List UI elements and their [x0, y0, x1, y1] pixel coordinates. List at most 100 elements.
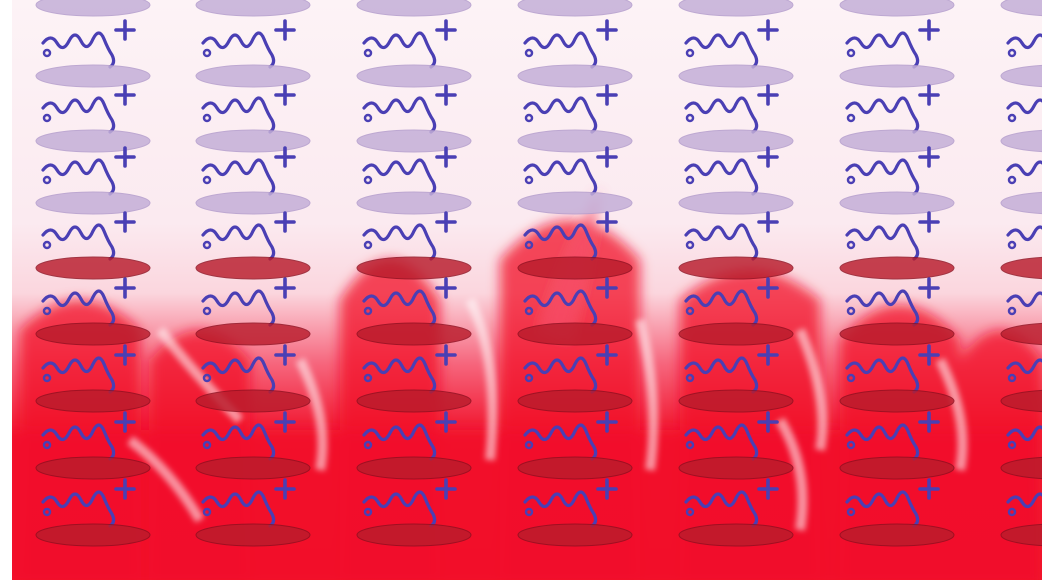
squiggle-plus-icon — [845, 411, 940, 461]
disk-ellipse-icon — [1000, 523, 1042, 547]
lattice-cell — [1000, 523, 1042, 547]
lattice-cell — [517, 456, 633, 528]
disk-ellipse-icon — [195, 322, 311, 346]
disk-ellipse-icon — [678, 191, 794, 215]
squiggle-plus-icon — [523, 411, 618, 461]
disk-ellipse-icon — [356, 256, 472, 280]
disk-ellipse-icon — [839, 256, 955, 280]
squiggle-plus-icon — [523, 19, 618, 69]
squiggle-plus-icon — [201, 211, 296, 261]
squiggle-plus-icon — [362, 146, 457, 196]
disk-ellipse-icon — [1000, 322, 1042, 346]
squiggle-plus-icon — [362, 277, 457, 327]
disk-ellipse-icon — [195, 256, 311, 280]
lattice-cell — [839, 256, 955, 327]
disk-ellipse-icon — [356, 0, 472, 17]
lattice-cell — [1000, 389, 1042, 450]
squiggle-plus-icon — [362, 19, 457, 69]
squiggle-plus-icon — [41, 211, 136, 261]
lattice-cell — [195, 191, 311, 261]
disk-ellipse-icon — [356, 191, 472, 215]
disk-ellipse-icon — [1000, 129, 1042, 153]
lattice-cell — [1000, 456, 1042, 517]
squiggle-plus-icon — [684, 344, 779, 394]
squiggle-plus-icon — [845, 146, 940, 196]
lattice-cell — [678, 64, 794, 134]
squiggle-plus-icon — [1006, 291, 1042, 316]
lattice-cell — [1000, 129, 1042, 185]
lattice-cell — [195, 389, 311, 461]
streak-7 — [126, 436, 205, 523]
lattice-cell — [839, 129, 955, 196]
disk-ellipse-icon — [356, 64, 472, 88]
disk-ellipse-icon — [35, 191, 151, 215]
disk-ellipse-icon — [839, 389, 955, 413]
disk-ellipse-icon — [839, 322, 955, 346]
disk-lattice — [35, 0, 1042, 547]
lattice-cell — [195, 0, 311, 69]
squiggle-plus-icon — [684, 277, 779, 327]
disk-ellipse-icon — [35, 523, 151, 547]
lattice-cell — [35, 64, 151, 134]
lattice-cell — [195, 322, 311, 394]
disk-ellipse-icon — [517, 0, 633, 17]
disk-ellipse-icon — [35, 64, 151, 88]
lattice-cell — [356, 322, 472, 394]
disk-ellipse-icon — [356, 456, 472, 480]
lattice-cell — [356, 64, 472, 134]
disk-ellipse-icon — [195, 129, 311, 153]
squiggle-plus-icon — [362, 84, 457, 134]
disk-ellipse-icon — [356, 322, 472, 346]
disk-ellipse-icon — [1000, 389, 1042, 413]
lattice-cell — [517, 64, 633, 134]
squiggle-plus-icon — [684, 211, 779, 261]
streak-4 — [635, 318, 659, 471]
disk-ellipse-icon — [195, 0, 311, 17]
disk-ellipse-icon — [195, 389, 311, 413]
disk-ellipse-icon — [195, 191, 311, 215]
lattice-cell — [356, 129, 472, 196]
squiggle-plus-icon — [41, 146, 136, 196]
lattice-cell — [517, 129, 633, 196]
disk-ellipse-icon — [839, 456, 955, 480]
squiggle-plus-icon — [684, 19, 779, 69]
lattice-cell — [1000, 191, 1042, 250]
lattice-cell — [195, 129, 311, 196]
disk-ellipse-icon — [517, 523, 633, 547]
disk-ellipse-icon — [678, 456, 794, 480]
lattice-cell — [35, 129, 151, 196]
lattice-cell — [195, 256, 311, 327]
bottom-border — [0, 580, 1042, 586]
disk-ellipse-icon — [678, 523, 794, 547]
lattice-cell — [1000, 64, 1042, 123]
squiggle-plus-icon — [362, 344, 457, 394]
disk-ellipse-icon — [1000, 0, 1042, 17]
lattice-cell — [839, 191, 955, 261]
disk-ellipse-icon — [195, 456, 311, 480]
streak-3 — [465, 297, 498, 461]
squiggle-plus-icon — [1006, 98, 1042, 123]
lattice-cell — [35, 523, 151, 547]
streak-6 — [935, 357, 968, 471]
disk-ellipse-icon — [839, 523, 955, 547]
lattice-cell — [35, 191, 151, 261]
disk-ellipse-icon — [517, 456, 633, 480]
lattice-cell — [356, 256, 472, 327]
squiggle-plus-icon — [1006, 425, 1042, 450]
disk-ellipse-icon — [1000, 64, 1042, 88]
disk-ellipse-icon — [356, 129, 472, 153]
streak-8 — [775, 417, 808, 531]
squiggle-plus-icon — [362, 211, 457, 261]
disk-ellipse-icon — [839, 191, 955, 215]
lattice-cell — [517, 389, 633, 461]
disk-ellipse-icon — [1000, 256, 1042, 280]
lattice-cell — [678, 256, 794, 327]
lattice-cell — [517, 191, 633, 261]
squiggle-plus-icon — [684, 146, 779, 196]
disk-ellipse-icon — [678, 322, 794, 346]
lattice-cell — [678, 322, 794, 394]
disk-ellipse-icon — [35, 322, 151, 346]
lattice-cell — [517, 523, 633, 547]
squiggle-plus-icon — [523, 344, 618, 394]
squiggle-plus-icon — [523, 478, 618, 528]
